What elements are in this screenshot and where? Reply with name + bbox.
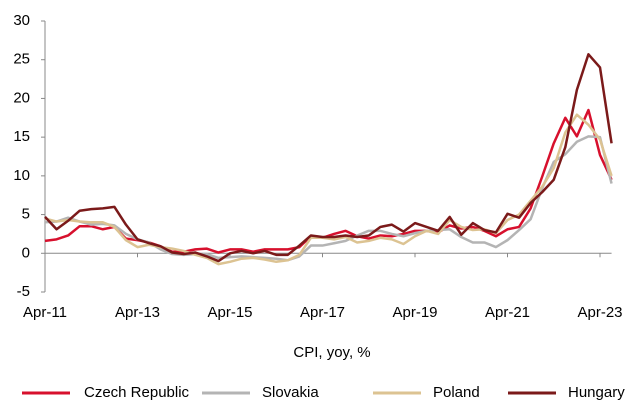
legend-label: Czech Republic: [84, 384, 190, 401]
x-axis-label: CPI, yoy, %: [293, 344, 370, 361]
series-line: [44, 53, 613, 263]
legend-label: Poland: [433, 384, 480, 401]
y-tick-label: 0: [22, 244, 30, 261]
y-tick-label: -5: [17, 283, 30, 300]
x-tick-label: Apr-15: [207, 304, 252, 321]
x-tick-label: Apr-13: [115, 304, 160, 321]
y-tick-label: 5: [22, 206, 30, 223]
x-tick-label: Apr-21: [485, 304, 530, 321]
legend-label: Slovakia: [262, 384, 319, 401]
x-tick-label: Apr-19: [392, 304, 437, 321]
y-tick-label: 20: [13, 89, 30, 106]
y-tick-label: 25: [13, 51, 30, 68]
y-tick-label: 15: [13, 128, 30, 145]
x-tick-label: Apr-17: [300, 304, 345, 321]
y-tick-label: 30: [13, 12, 30, 29]
legend-label: Hungary: [568, 384, 625, 401]
series-line: [44, 113, 613, 266]
x-tick-label: Apr-23: [577, 304, 622, 321]
y-tick-label: 10: [13, 167, 30, 184]
x-tick-label: Apr-11: [23, 304, 67, 321]
